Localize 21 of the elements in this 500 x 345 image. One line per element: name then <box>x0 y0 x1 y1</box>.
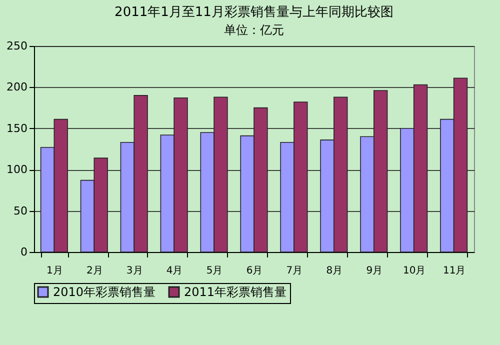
x-tick-label: 4月 <box>166 266 183 276</box>
y-tick-label: 0 <box>20 246 28 258</box>
x-tick-label: 10月 <box>402 266 426 276</box>
x-tick-label: 7月 <box>286 266 303 276</box>
legend-label: 2010年彩票销售量 <box>53 285 156 299</box>
y-tick-label: 150 <box>6 122 28 135</box>
x-tick-label: 11月 <box>442 266 466 276</box>
x-tick-label: 6月 <box>246 266 263 276</box>
x-tick-label: 3月 <box>126 266 143 276</box>
x-tick-label: 2月 <box>86 266 103 276</box>
x-tick-label: 5月 <box>206 266 223 276</box>
y-tick-label: 250 <box>6 40 28 52</box>
x-tick-label: 9月 <box>366 266 383 276</box>
y-tick-label: 200 <box>6 80 28 94</box>
y-tick-label: 50 <box>14 204 28 218</box>
chart-title: 2011年1月至11月彩票销售量与上年同期比较图 <box>114 5 394 20</box>
x-tick-label: 1月 <box>46 266 63 276</box>
legend-label: 2011年彩票销售量 <box>184 285 287 299</box>
chart-subtitle: 单位：亿元 <box>224 23 284 37</box>
y-tick-label: 100 <box>6 163 28 176</box>
x-tick-label: 8月 <box>326 266 343 276</box>
